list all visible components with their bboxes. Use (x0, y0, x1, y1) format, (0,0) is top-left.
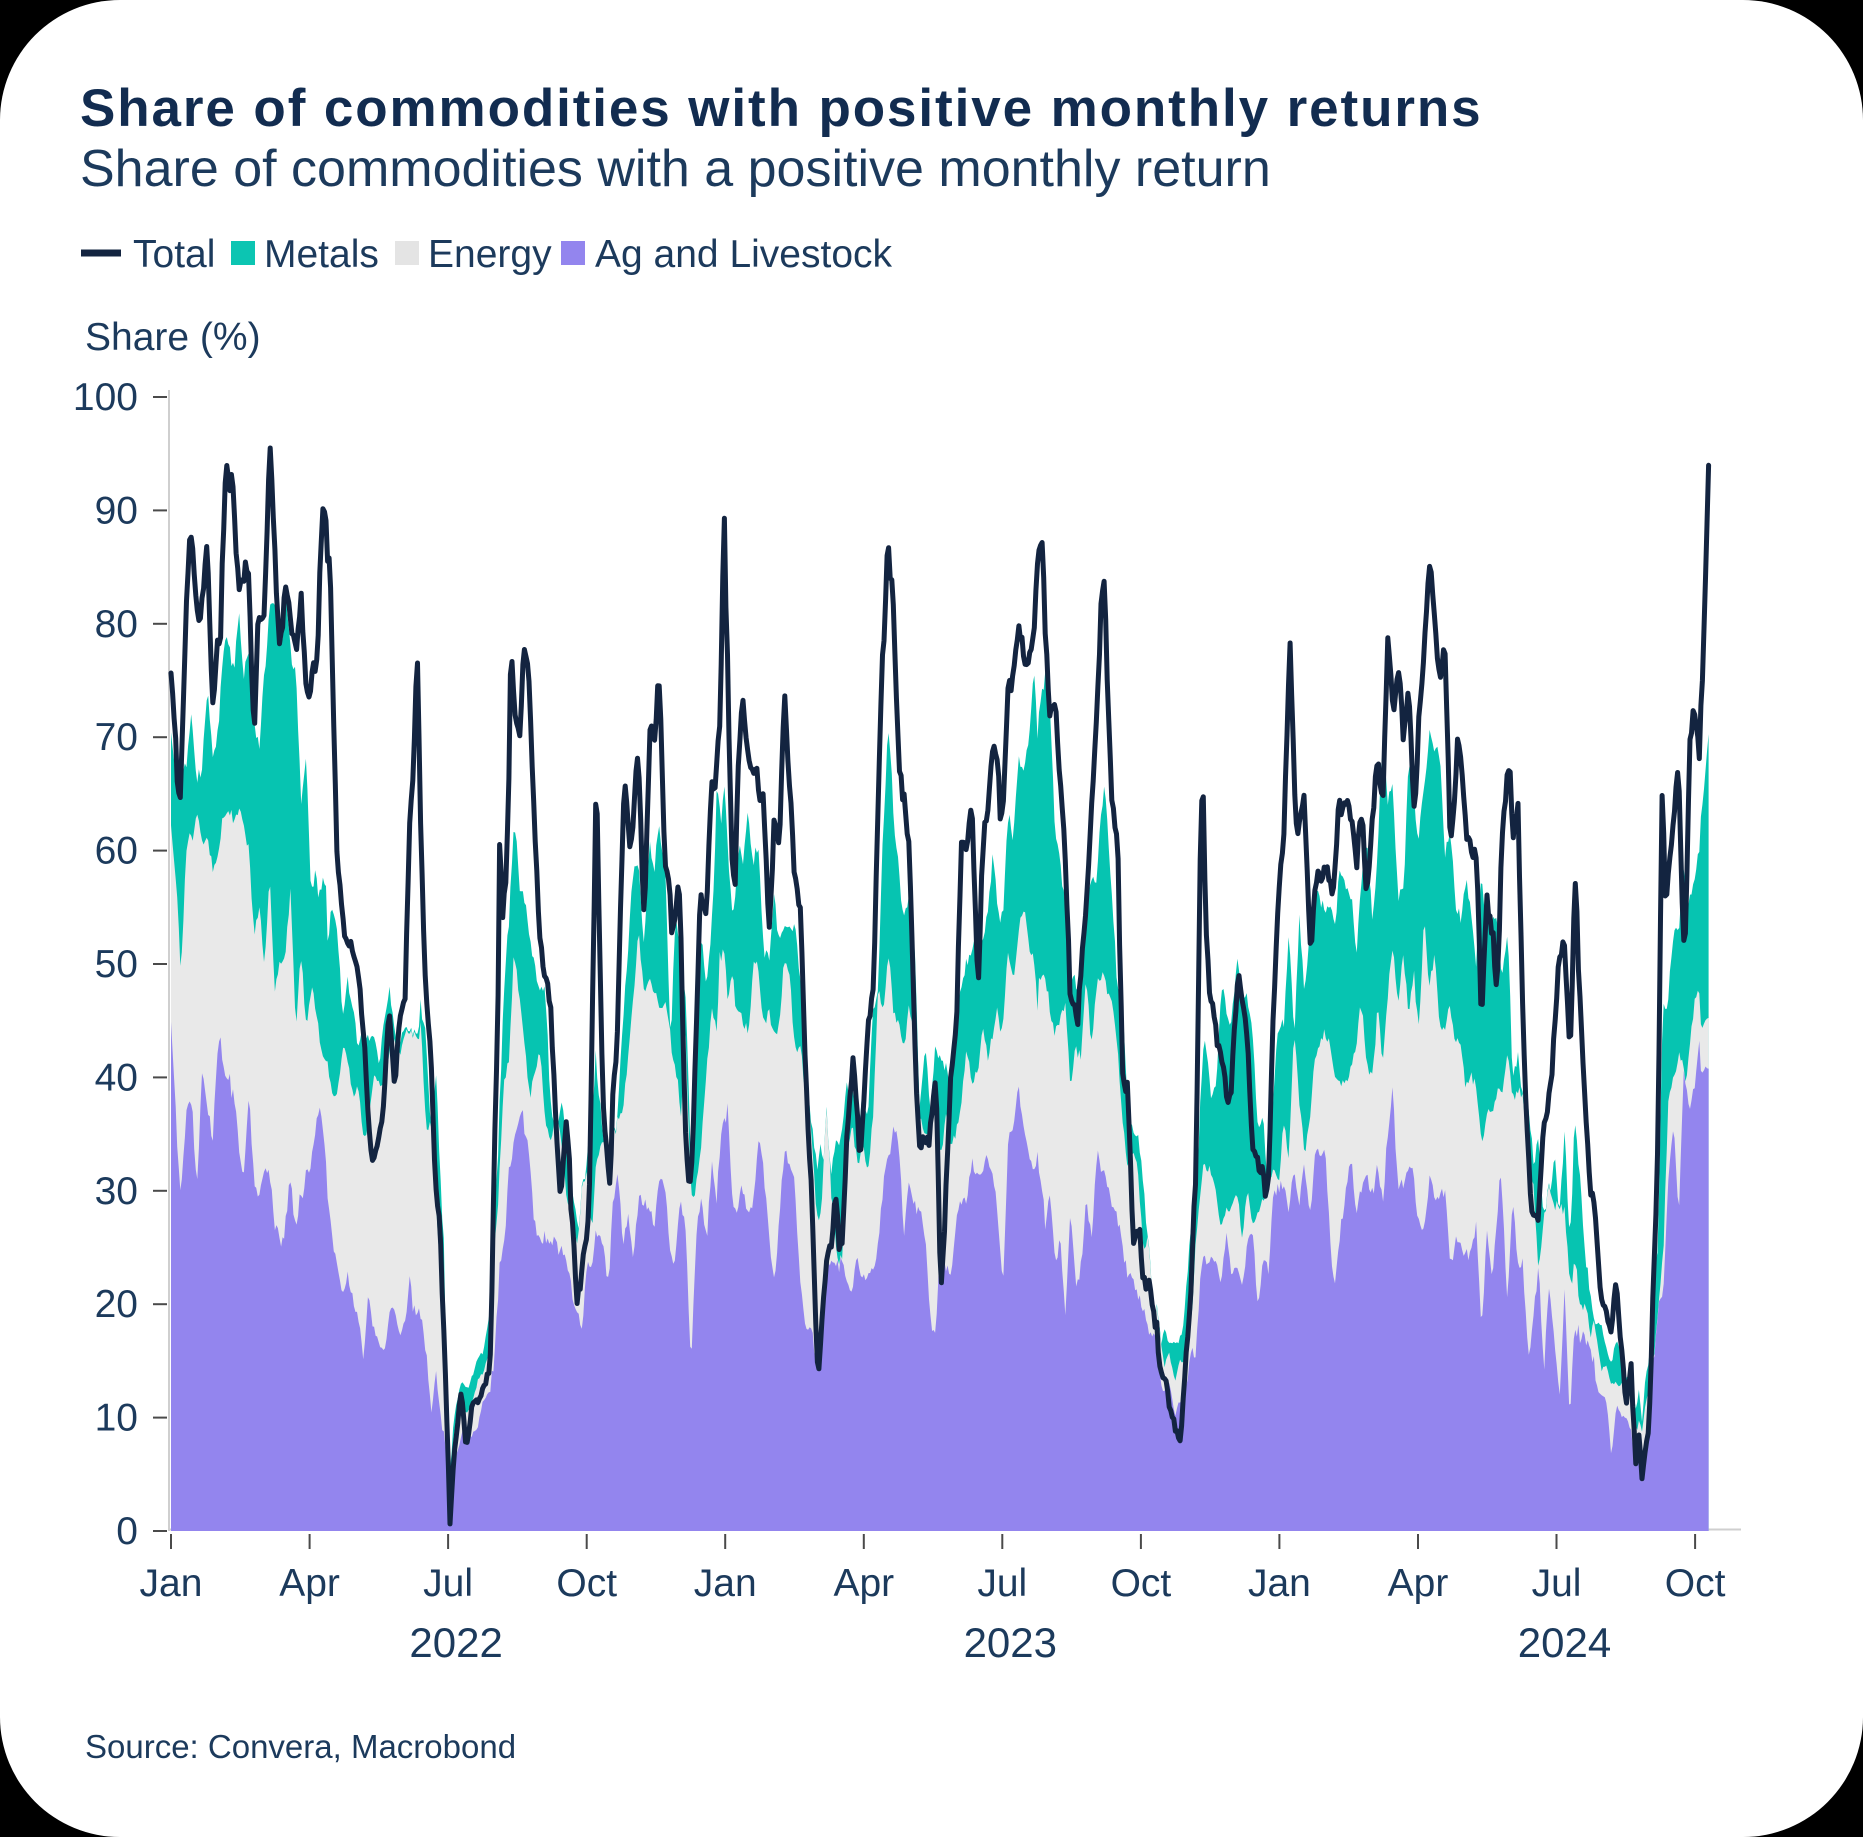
svg-text:20: 20 (95, 1283, 138, 1326)
svg-text:Oct: Oct (556, 1562, 617, 1605)
svg-text:Share of commodities with a po: Share of commodities with a positive mon… (80, 140, 1271, 198)
svg-text:60: 60 (95, 830, 138, 873)
svg-text:Ag and Livestock: Ag and Livestock (595, 233, 893, 276)
svg-text:Total: Total (133, 233, 215, 276)
svg-text:0: 0 (116, 1510, 138, 1553)
svg-text:90: 90 (95, 489, 138, 532)
svg-text:40: 40 (95, 1056, 138, 1099)
svg-text:2023: 2023 (964, 1619, 1057, 1666)
svg-text:Source: Convera, Macrobond: Source: Convera, Macrobond (85, 1728, 516, 1765)
svg-text:Jan: Jan (694, 1562, 757, 1605)
svg-text:80: 80 (95, 603, 138, 646)
svg-text:50: 50 (95, 943, 138, 986)
svg-text:Apr: Apr (1388, 1562, 1449, 1605)
svg-text:Jan: Jan (140, 1562, 203, 1605)
svg-text:Jul: Jul (977, 1562, 1027, 1605)
svg-text:Apr: Apr (833, 1562, 894, 1605)
svg-text:2024: 2024 (1518, 1619, 1611, 1666)
svg-text:Apr: Apr (279, 1562, 340, 1605)
svg-text:100: 100 (73, 376, 138, 419)
svg-text:Energy: Energy (428, 233, 552, 276)
svg-text:Share (%): Share (%) (85, 316, 261, 359)
svg-text:Metals: Metals (264, 233, 379, 276)
svg-text:2022: 2022 (409, 1619, 502, 1666)
svg-text:70: 70 (95, 716, 138, 759)
svg-text:30: 30 (95, 1170, 138, 1213)
svg-text:Share of commodities with posi: Share of commodities with positive month… (80, 79, 1483, 138)
svg-text:10: 10 (95, 1397, 138, 1440)
svg-text:Jan: Jan (1248, 1562, 1311, 1605)
svg-text:Jul: Jul (423, 1562, 473, 1605)
svg-text:Oct: Oct (1111, 1562, 1172, 1605)
svg-text:Jul: Jul (1532, 1562, 1582, 1605)
svg-text:Oct: Oct (1665, 1562, 1726, 1605)
